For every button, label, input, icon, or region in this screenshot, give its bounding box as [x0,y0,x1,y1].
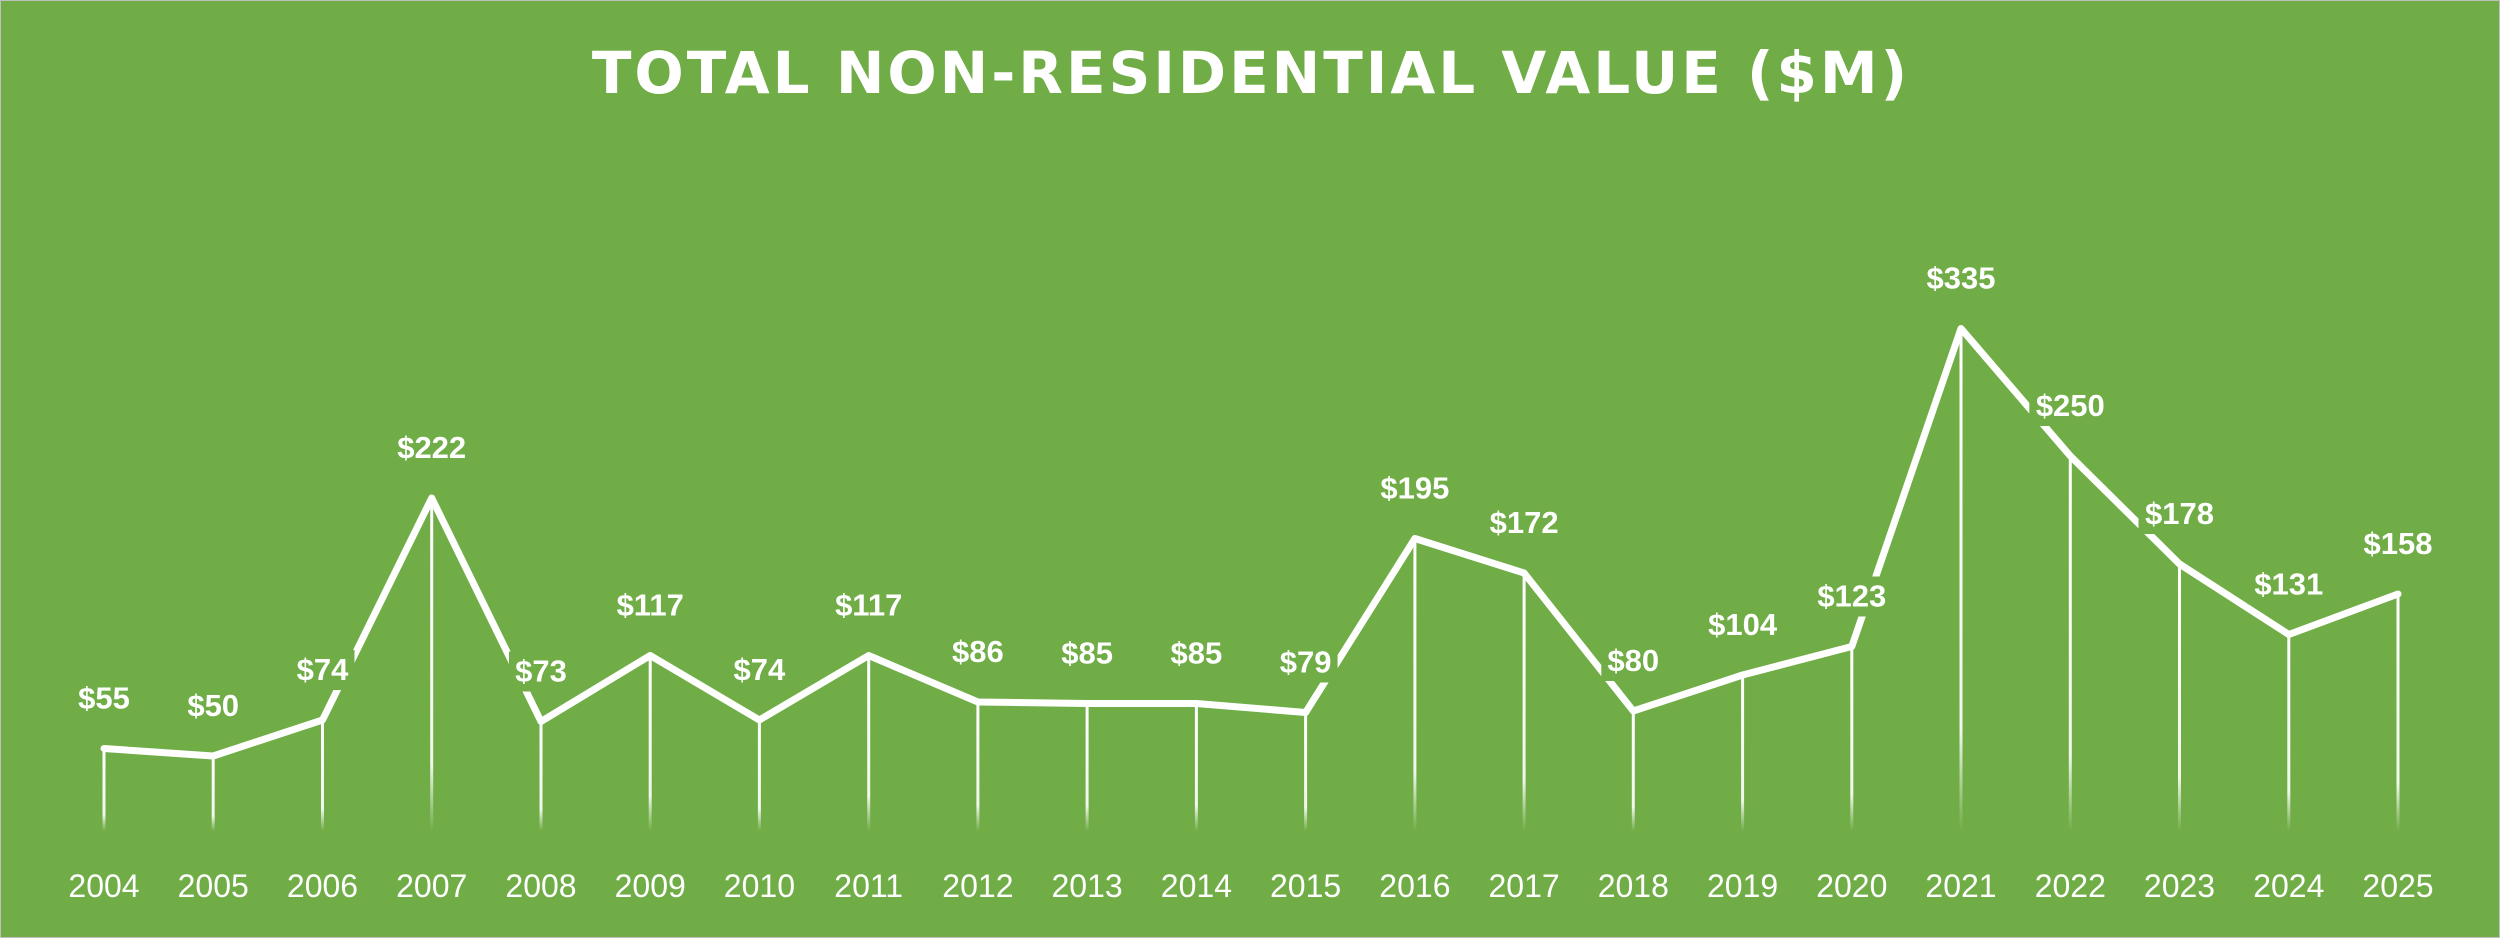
drop-line [1085,703,1089,831]
x-tick-label: 2004 [68,868,139,904]
x-tick-label: 2007 [396,868,467,904]
data-label-background [390,428,473,468]
x-tick-label: 2016 [1379,868,1450,904]
x-tick-label: 2023 [2144,868,2215,904]
drop-line [757,720,761,831]
data-label-background [609,585,692,626]
data-label: $123 [1817,579,1886,614]
x-axis-ticks: 2004 2005 2006 2007 2008 2009 2010 2011 2012 2013… [68,868,2433,904]
data-label-backgrounds [72,258,2439,726]
drop-line [102,748,106,831]
data-label-background [509,651,573,692]
drop-line [1959,328,1963,831]
drop-line [2287,634,2291,831]
drop-line [1194,703,1198,831]
data-label-background [1055,633,1120,674]
data-label: $50 [187,688,239,723]
data-label: $74 [297,652,349,687]
data-label: $172 [1490,505,1559,540]
drop-line [1631,711,1635,831]
x-tick-label: 2010 [724,868,795,904]
x-tick-label: 2019 [1707,868,1778,904]
x-tick-label: 2017 [1489,868,1560,904]
data-label: $178 [2145,496,2214,531]
drop-line [2396,594,2400,831]
data-label-background [1920,258,2002,299]
x-tick-label: 2013 [1052,868,1123,904]
x-tick-label: 2021 [1925,868,1996,904]
x-tick-label: 2011 [834,868,903,904]
drop-line [976,702,980,831]
x-tick-label: 2018 [1598,868,1669,904]
data-label-background [2247,564,2330,605]
data-label-background [1810,576,1893,617]
data-label: $85 [1061,636,1113,671]
drop-line [2178,564,2181,831]
drop-line [1522,573,1526,831]
drop-lines-group [102,328,2400,831]
data-label: $104 [1708,607,1778,642]
data-label-background [2029,386,2112,426]
x-tick-label: 2024 [2253,868,2324,904]
drop-line [1850,646,1854,831]
series-line [100,325,2402,760]
x-tick-label: 2014 [1161,868,1232,904]
drop-line [211,756,215,831]
x-tick-label: 2008 [505,868,576,904]
data-label: $117 [835,588,902,623]
data-label-background [2138,494,2221,534]
data-label-background [181,686,246,726]
x-tick-label: 2015 [1270,868,1341,904]
data-label: $158 [2364,526,2433,561]
drop-line [867,655,871,831]
chart-title: TOTAL NON-RESIDENTIAL VALUE ($M) [591,39,1911,107]
data-label: $73 [515,654,567,689]
data-label-background [727,650,792,690]
x-tick-label: 2022 [2035,868,2106,904]
drop-line [430,498,434,831]
drop-line [321,720,324,831]
data-label-background [1701,605,1784,645]
data-label-background [1273,642,1338,683]
x-tick-label: 2025 [2362,868,2433,904]
data-label: $55 [78,681,130,716]
data-label: $250 [2036,388,2105,423]
data-label-background [290,650,355,690]
data-label-background [72,678,136,719]
drop-line [539,721,543,831]
data-labels-group: $55 $50 $74 $222 $73 $117 $74 $117 $86 $85 $85 $79 $… [78,261,2432,724]
x-tick-label: 2009 [615,868,686,904]
data-label: $131 [2254,567,2323,602]
data-label-background [2357,524,2439,564]
data-label-background [1483,503,1566,543]
data-label: $80 [1607,643,1659,678]
x-tick-label: 2005 [178,868,249,904]
drop-line [1304,712,1308,831]
data-label: $335 [1927,261,1996,296]
data-label: $86 [952,634,1004,669]
data-label: $195 [1380,471,1449,506]
drop-line [1413,538,1417,831]
drop-line [2068,456,2072,831]
x-tick-label: 2006 [287,868,358,904]
data-label-background [1164,633,1229,674]
drop-line [1741,675,1745,831]
data-label: $222 [397,430,466,465]
drop-line [648,655,652,831]
data-label: $117 [617,588,684,623]
data-label-background [827,585,910,626]
x-tick-label: 2020 [1816,868,1887,904]
data-label-background [1373,468,1456,509]
data-label: $79 [1280,645,1332,680]
data-label-background [945,632,1010,672]
x-tick-label: 2012 [942,868,1013,904]
data-label-background [1601,641,1666,681]
data-label: $74 [734,652,786,687]
data-label: $85 [1171,636,1223,671]
